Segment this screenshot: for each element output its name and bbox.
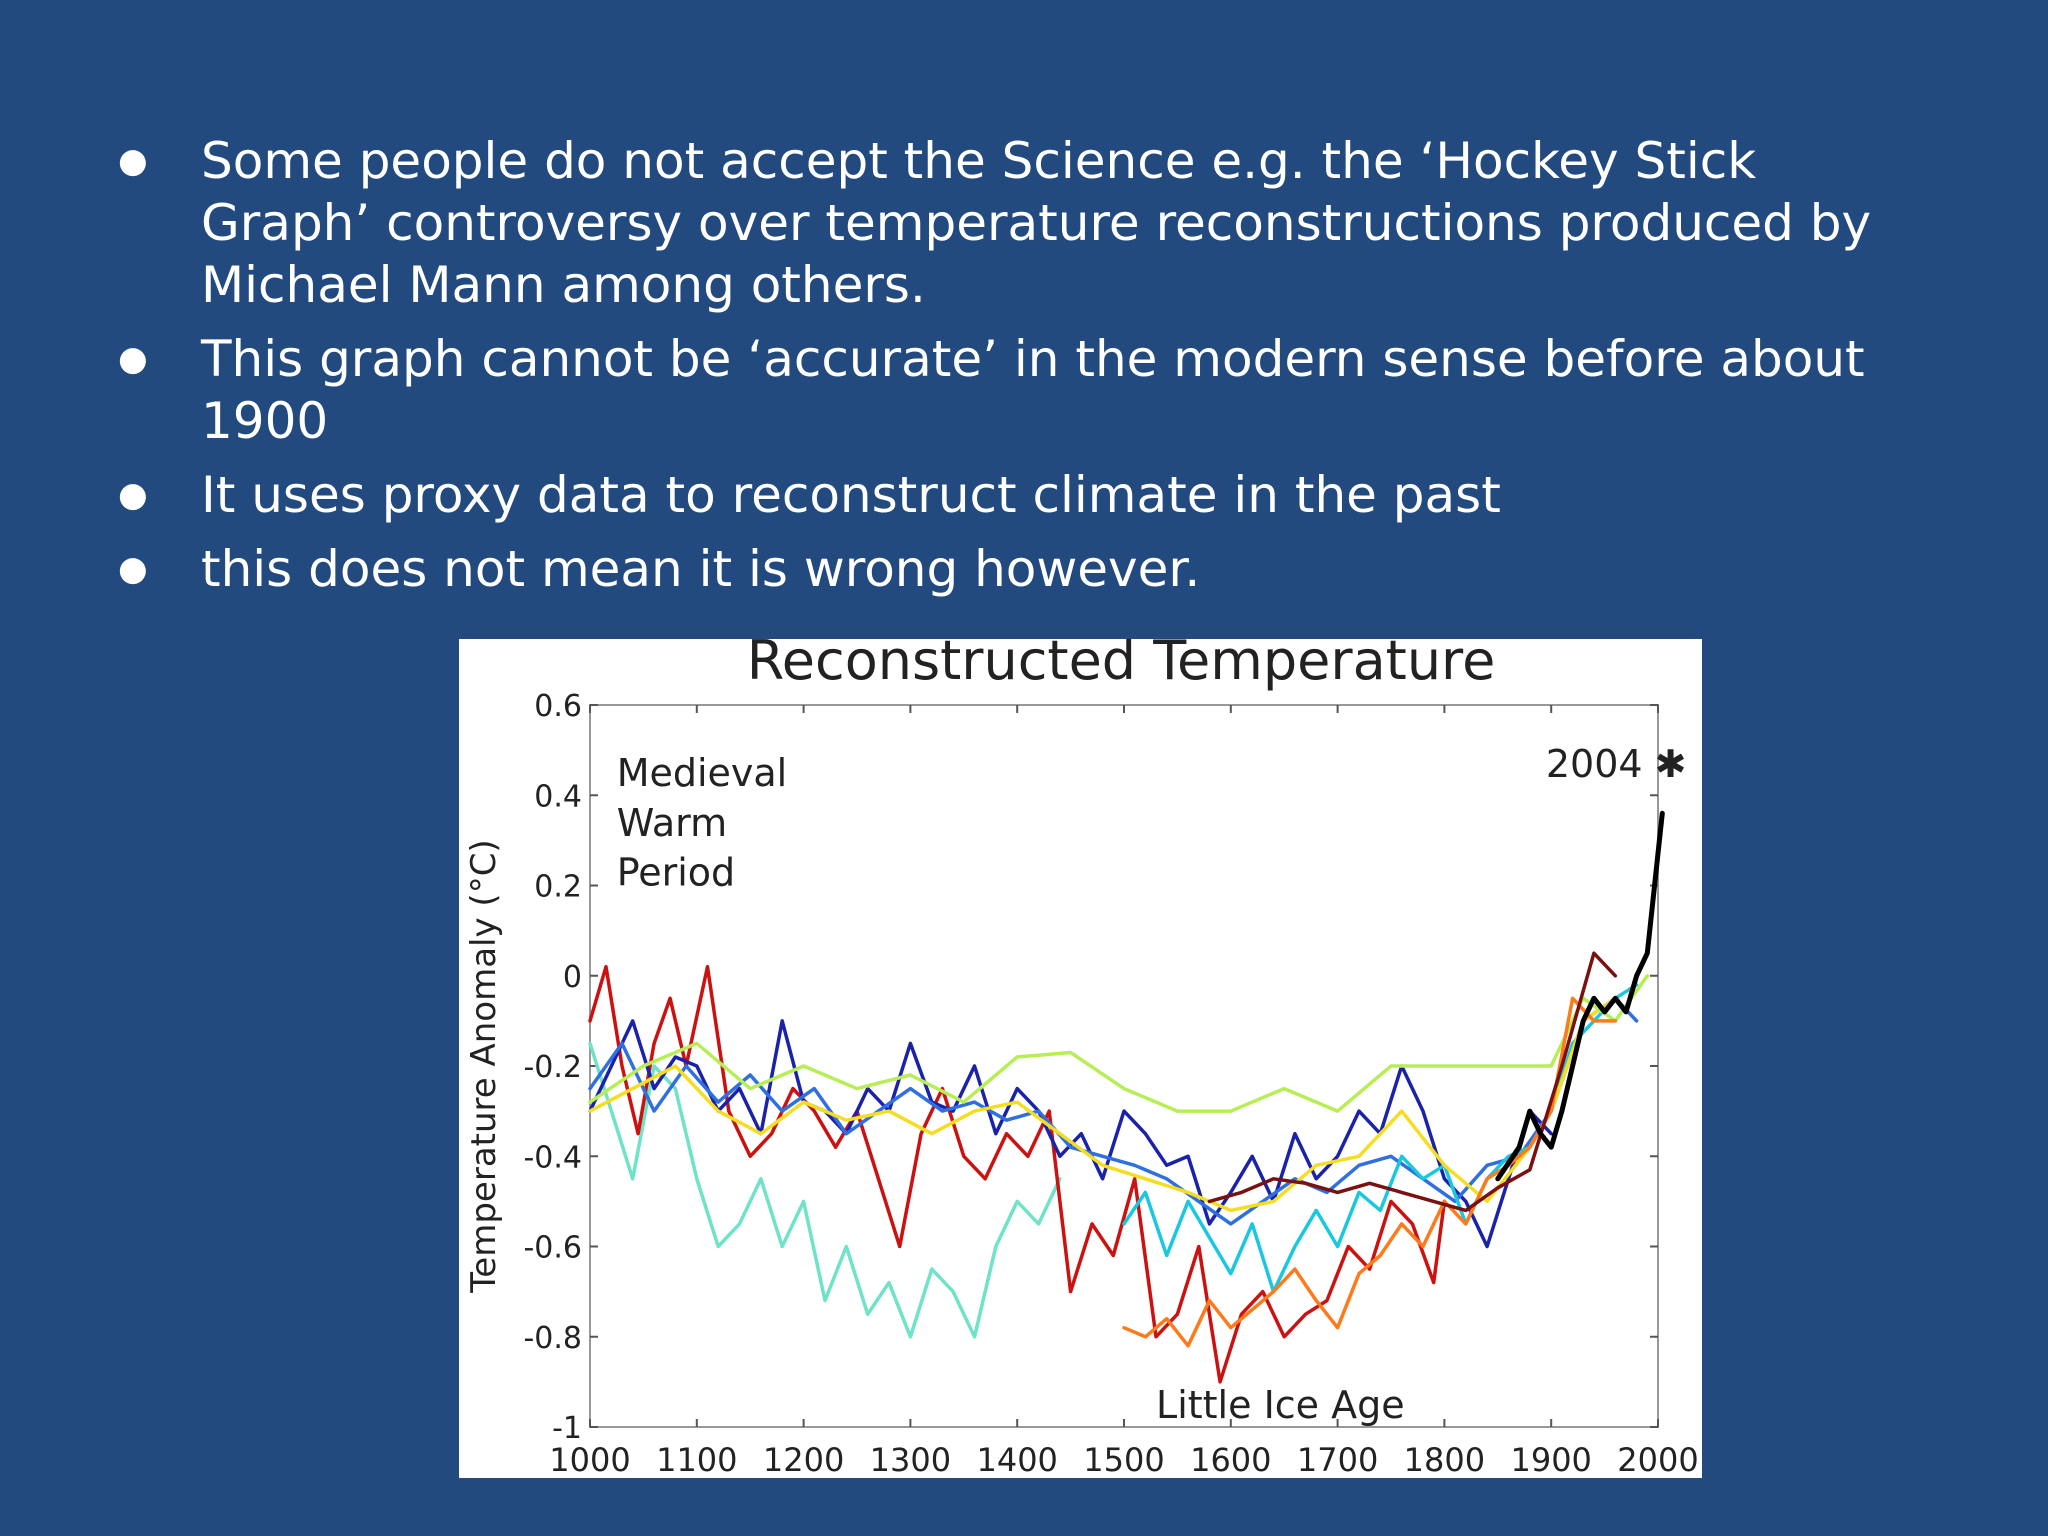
bullet-item: ● Some people do not accept the Science e…	[118, 130, 1918, 316]
bullet-dot-icon: ●	[118, 339, 148, 379]
series-line-3	[588, 996, 1639, 1226]
temperature-chart: Reconstructed Temperature 0.6 0.4 0.2 0 -0.2…	[464, 639, 1699, 1478]
bullet-text: Some people do not accept the Science e.…	[201, 132, 1872, 314]
x-tick-label: 1500	[1083, 1441, 1164, 1478]
bullet-dot-icon: ●	[118, 475, 148, 515]
series-line-1	[588, 964, 1447, 1384]
y-tick-label: 0.4	[534, 779, 582, 814]
x-tick-label: 1300	[870, 1441, 951, 1478]
x-tick-label: 2000	[1617, 1441, 1698, 1478]
chart-panel: Reconstructed Temperature 0.6 0.4 0.2 0 -0.2…	[459, 639, 1702, 1478]
y-tick-label: -0.4	[523, 1140, 582, 1175]
y-tick-label: 0	[563, 960, 582, 995]
series-line-4	[1122, 983, 1639, 1294]
series-line-2	[588, 1019, 1553, 1249]
x-tick-label: 1000	[549, 1441, 630, 1478]
bullet-item: ● this does not mean it is wrong however.	[118, 538, 1918, 600]
y-axis-label: Temperature Anomaly (°C)	[464, 839, 504, 1293]
series-line-0	[588, 1041, 1062, 1339]
chart-annotation: Warm	[617, 801, 727, 845]
bullet-dot-icon: ●	[118, 141, 148, 181]
series-line-8	[1207, 951, 1618, 1213]
bullet-dot-icon: ●	[118, 549, 148, 589]
chart-annotation: Medieval	[617, 751, 788, 795]
series-line-9	[1495, 810, 1665, 1182]
bullet-text: this does not mean it is wrong however.	[201, 540, 1201, 598]
x-tick-label: 1100	[656, 1441, 737, 1478]
x-tick-label: 1800	[1404, 1441, 1485, 1478]
bullet-text: This graph cannot be ‘accurate’ in the m…	[201, 330, 1865, 450]
x-tick-label: 1200	[763, 1441, 844, 1478]
x-tick-label: 1700	[1297, 1441, 1378, 1478]
x-tick-label: 1900	[1510, 1441, 1591, 1478]
series-line-6	[588, 974, 1650, 1113]
chart-annotation: 2004 ✱	[1546, 742, 1687, 786]
y-tick-label: 0.2	[534, 870, 582, 905]
x-tick-label: 1600	[1190, 1441, 1271, 1478]
bullet-text: It uses proxy data to reconstruct climat…	[201, 466, 1501, 524]
series-line-7	[1122, 996, 1618, 1348]
chart-annotation: Period	[617, 851, 736, 895]
y-tick-label: -0.8	[523, 1321, 582, 1356]
x-tick-label: 1400	[976, 1441, 1057, 1478]
y-tick-label: -0.2	[523, 1050, 582, 1085]
bullet-item: ● This graph cannot be ‘accurate’ in the …	[118, 328, 1918, 452]
y-tick-label: -0.6	[523, 1231, 582, 1266]
bullet-item: ● It uses proxy data to reconstruct clima…	[118, 464, 1918, 526]
chart-title: Reconstructed Temperature	[747, 639, 1496, 692]
y-tick-label: -1	[552, 1411, 582, 1446]
bullet-list: ● Some people do not accept the Science e…	[118, 130, 1918, 612]
chart-annotation: Little Ice Age	[1156, 1383, 1405, 1427]
y-tick-label: 0.6	[534, 689, 582, 724]
